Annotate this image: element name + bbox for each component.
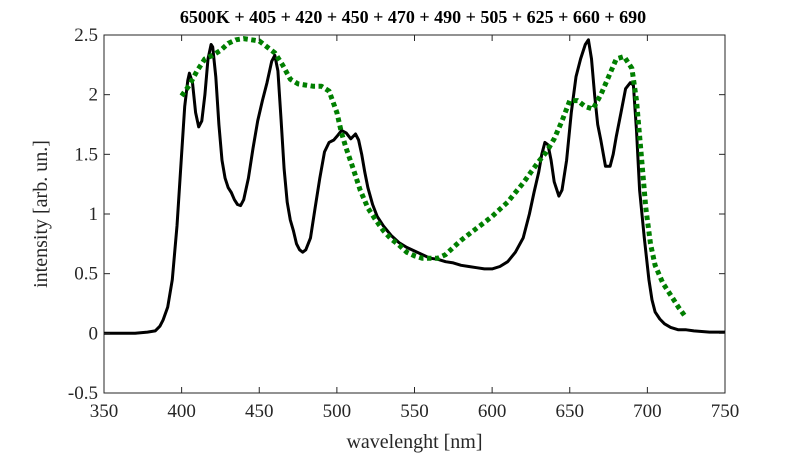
y-tick-label: 2.5 (74, 25, 98, 46)
x-tick-label: 400 (167, 401, 196, 422)
ticks-layer: 350 400 450 500 550 600 650 700 750 -0.5 0 0.5 1 1.5 2… (68, 25, 739, 422)
y-tick-label: 0 (89, 323, 99, 344)
x-axis-label: wavelenght [nm] (346, 431, 482, 453)
series-line-solid (104, 38, 725, 335)
plot-area: 350 400 450 500 550 600 650 700 750 -0.5 0 0.5 1 1.5 2… (68, 25, 739, 422)
x-tick-label: 700 (633, 401, 662, 422)
y-tick-label: -0.5 (68, 383, 98, 404)
axes-box (103, 34, 726, 394)
y-tick-label: 0.5 (74, 264, 98, 285)
series-layer (104, 36, 725, 335)
x-tick-label: 500 (323, 401, 352, 422)
chart-title: 6500K + 405 + 420 + 450 + 470 + 490 + 50… (180, 7, 646, 27)
series-line-dotted (179, 36, 689, 320)
x-tick-label: 350 (90, 401, 119, 422)
x-tick-label: 550 (400, 401, 429, 422)
x-tick-label: 600 (478, 401, 507, 422)
y-tick-label: 1.5 (74, 144, 98, 165)
y-axis-label: intensity [arb. un.] (30, 140, 52, 288)
y-tick-label: 2 (89, 85, 99, 106)
x-tick-label: 450 (245, 401, 274, 422)
x-tick-label: 650 (556, 401, 585, 422)
y-tick-label: 1 (89, 204, 99, 225)
x-tick-label: 750 (711, 401, 740, 422)
